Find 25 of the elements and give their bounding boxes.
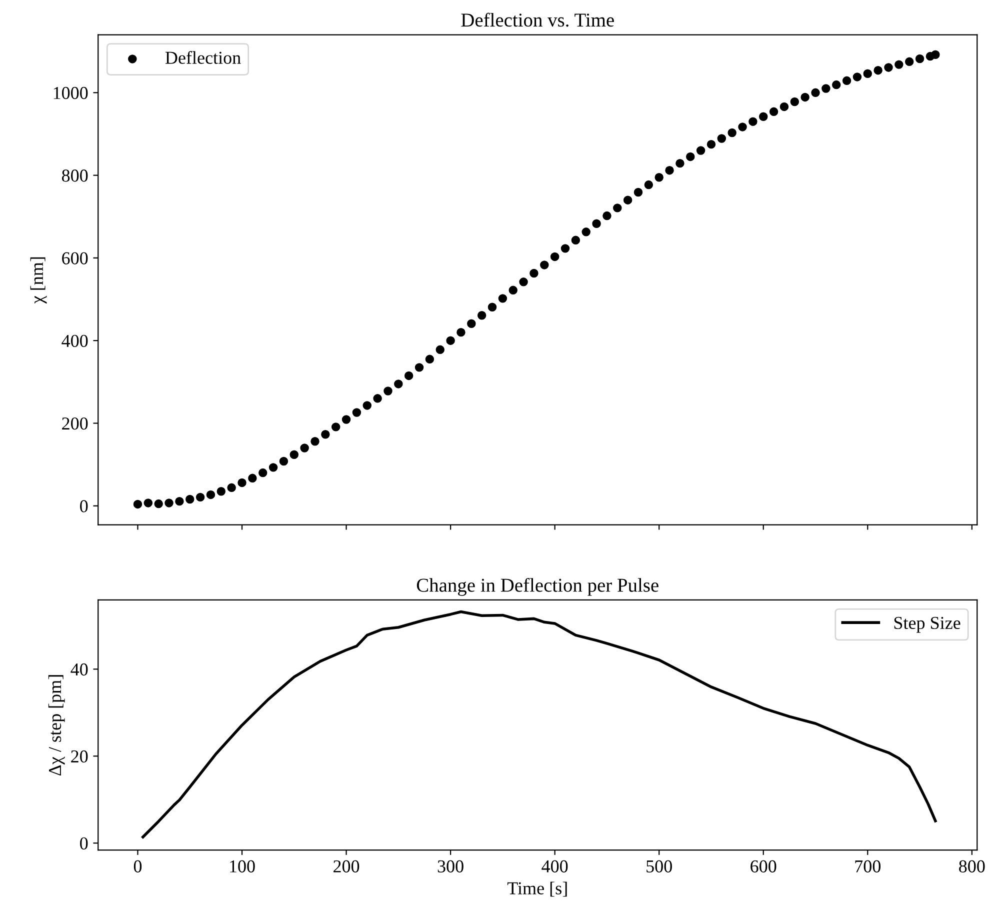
x-tick-label: 400	[542, 860, 568, 872]
y-tick-label: 0	[80, 837, 88, 850]
y-axis-title: χ [nm]	[30, 257, 47, 304]
y-tick-label: 0	[80, 500, 88, 512]
y-tick-label: 20	[71, 750, 88, 763]
x-tick-label: 100	[230, 860, 255, 872]
y-tick-label: 40	[70, 663, 88, 676]
x-tick-label: 0	[134, 860, 142, 872]
y-axis-title: Δχ / step [pm]	[48, 675, 65, 776]
x-tick-label: 300	[438, 860, 464, 872]
x-tick-label: 500	[646, 860, 672, 872]
x-tick-label: 600	[750, 860, 776, 872]
x-tick-label: 200	[334, 860, 360, 872]
x-tick-label: 800	[959, 860, 985, 872]
y-tick-label: 800	[62, 170, 88, 182]
y-tick-label: 1000	[54, 86, 88, 100]
y-tick-label: 600	[62, 252, 88, 264]
y-tick-label: 400	[62, 334, 88, 348]
legend-label: Step Size	[894, 616, 960, 633]
x-tick-label: 700	[855, 860, 880, 872]
chart-title: Change in Deflection per Pulse	[416, 578, 658, 596]
chart-title: Deflection vs. Time	[461, 12, 614, 27]
legend-label: Deflection	[165, 50, 241, 64]
y-tick-label: 200	[62, 417, 88, 430]
x-axis-title: Time [s]	[507, 882, 567, 897]
